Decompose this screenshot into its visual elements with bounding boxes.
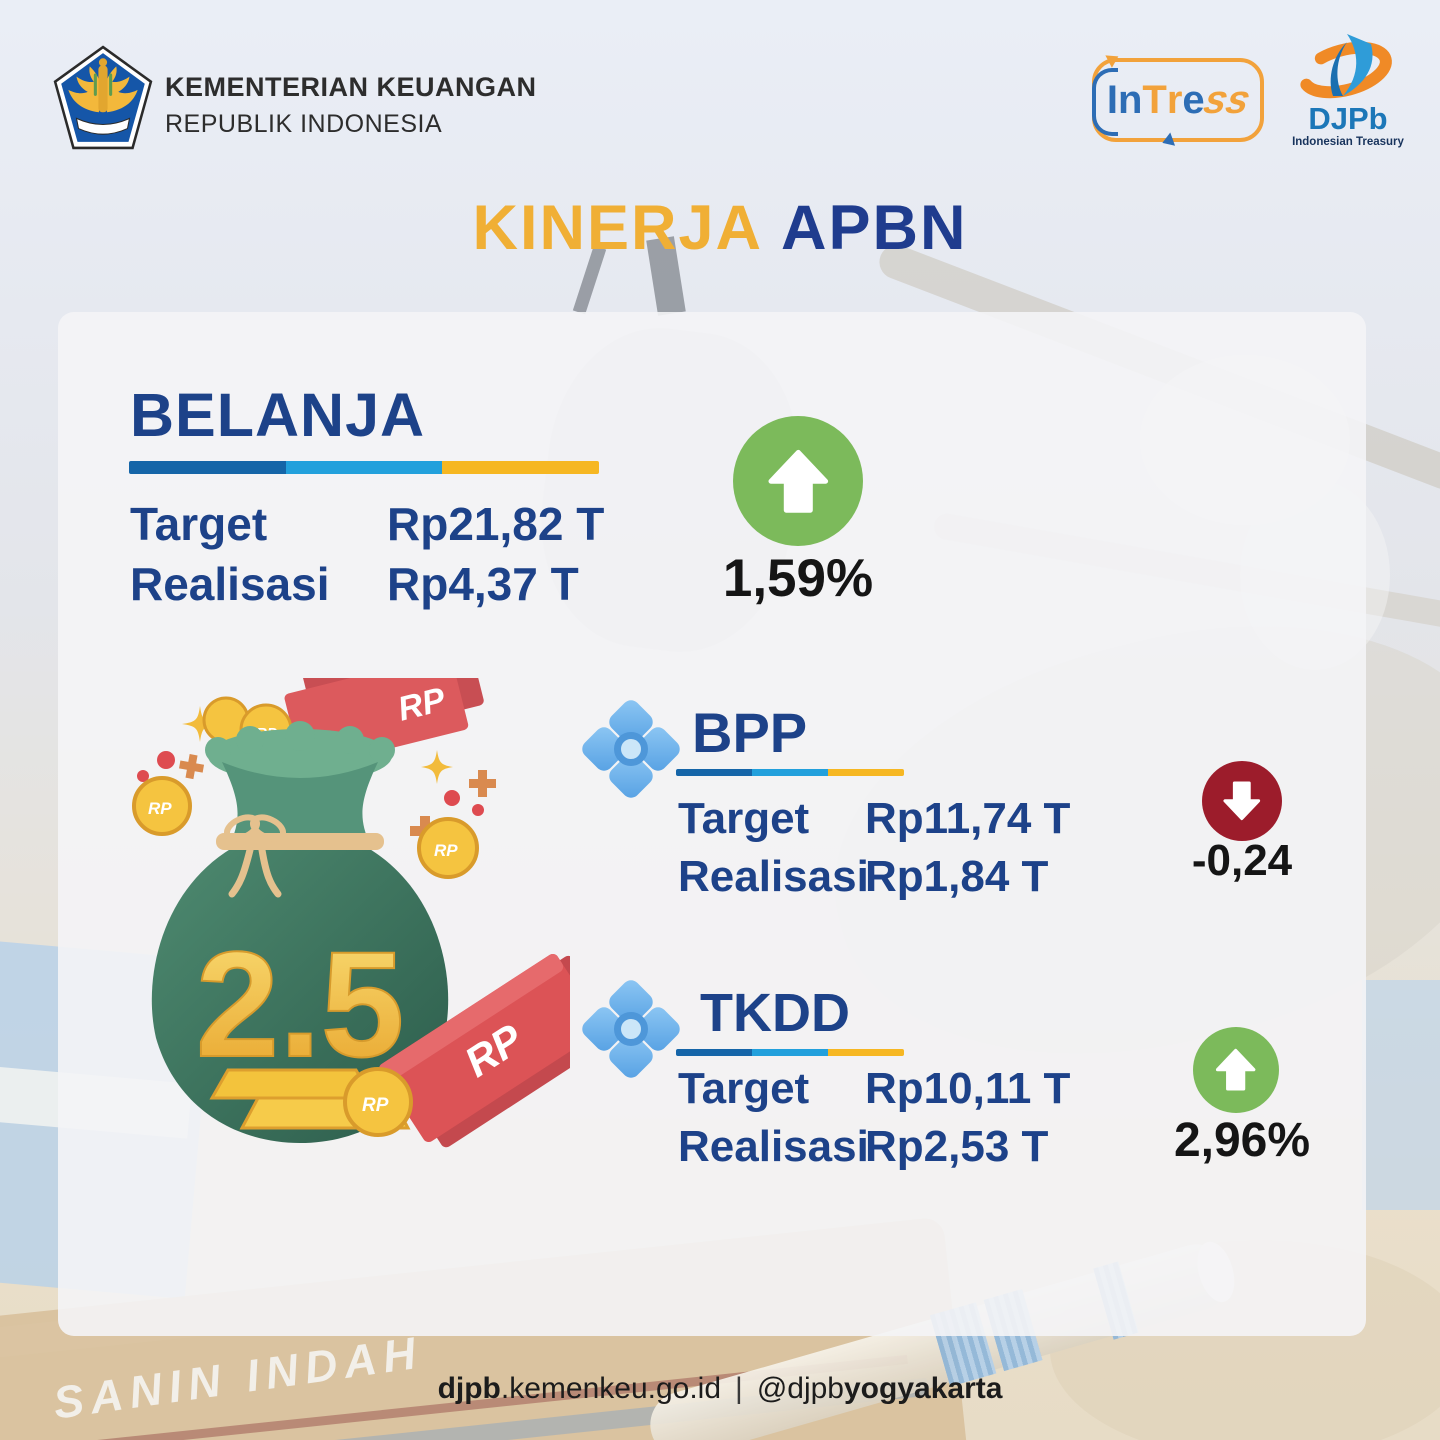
- footer-site-bold: djpb: [437, 1372, 501, 1405]
- target-value: Rp10,11 T: [865, 1064, 1071, 1113]
- bpp-underline: [676, 769, 904, 776]
- bpp-diamond-icon: [578, 696, 684, 802]
- tkdd-heading: TKDD: [700, 983, 850, 1043]
- intress-letter: I: [1106, 78, 1118, 122]
- footer-site-rest: .kemenkeu.go.id: [500, 1372, 722, 1405]
- intress-logo: I n T r e s s: [1092, 50, 1264, 150]
- kemenkeu-logo: [53, 45, 153, 150]
- ministry-country: REPUBLIK INDONESIA: [165, 110, 443, 138]
- title-kinerja: KINERJA: [472, 193, 764, 263]
- page-title: KINERJA APBN: [0, 192, 1440, 264]
- intress-arrow-icon: [1105, 50, 1122, 68]
- belanja-target-row: Target Rp21,82 T: [130, 496, 604, 552]
- footer-handle-bold: yogyakarta: [844, 1372, 1003, 1405]
- tkdd-target-row: Target Rp10,11 T: [678, 1062, 1070, 1116]
- target-value: Rp21,82 T: [387, 498, 605, 550]
- belanja-heading: BELANJA: [130, 381, 426, 449]
- footer-separator: |: [735, 1372, 743, 1405]
- bg-blue-right: [1362, 980, 1440, 1210]
- target-value: Rp11,74 T: [865, 794, 1071, 843]
- tkdd-growth-percent: 2,96%: [1173, 1114, 1311, 1167]
- money-bag-illustration: RP RP 2.5 RP: [132, 678, 570, 1148]
- intress-letter: e: [1182, 78, 1205, 122]
- ministry-name: KEMENTERIAN KEUANGAN: [165, 72, 537, 102]
- bpp-realisasi-row: Realisasi Rp1,84 T: [678, 850, 1048, 904]
- intress-arrow-icon: [1159, 132, 1176, 150]
- djpb-logo: DJPb Indonesian Treasury: [1292, 34, 1405, 148]
- realisasi-label: Realisasi: [130, 558, 330, 610]
- up-arrow-icon: [733, 416, 863, 546]
- belanja-growth-percent: 1,59%: [722, 549, 874, 608]
- target-label: Target: [130, 498, 268, 550]
- bpp-target-row: Target Rp11,74 T: [678, 792, 1070, 846]
- bag-amount: 2.5: [196, 920, 405, 1088]
- bpp-heading: BPP: [692, 701, 808, 764]
- coin-label: RP: [434, 841, 458, 860]
- belanja-realisasi-row: Realisasi Rp4,37 T: [130, 556, 579, 612]
- up-arrow-icon: [1193, 1027, 1279, 1113]
- footer-handle-prefix: @djpb: [756, 1372, 844, 1405]
- intress-letter: n: [1117, 78, 1143, 122]
- realisasi-value: Rp2,53 T: [865, 1122, 1049, 1171]
- target-label: Target: [678, 1064, 810, 1113]
- belanja-underline: [129, 461, 599, 474]
- coin-label: RP: [362, 1095, 389, 1116]
- realisasi-value: Rp1,84 T: [865, 852, 1049, 901]
- down-arrow-icon: [1202, 761, 1282, 841]
- target-label: Target: [678, 794, 810, 843]
- intress-letter: T: [1142, 78, 1167, 122]
- title-apbn: APBN: [781, 193, 968, 263]
- coin-label: RP: [148, 799, 172, 818]
- djpb-acronym: DJPb: [1308, 101, 1387, 136]
- realisasi-value: Rp4,37 T: [387, 558, 579, 610]
- footer: djpb.kemenkeu.go.id | @djpbyogyakarta: [0, 1372, 1440, 1406]
- realisasi-label: Realisasi: [678, 1122, 869, 1171]
- realisasi-label: Realisasi: [678, 852, 869, 901]
- intress-letter: r: [1166, 78, 1183, 122]
- bpp-change-value: -0,24: [1191, 836, 1293, 885]
- tkdd-diamond-icon: [578, 976, 684, 1082]
- tkdd-underline: [676, 1049, 904, 1056]
- intress-blue-arc: [1092, 68, 1118, 136]
- tkdd-realisasi-row: Realisasi Rp2,53 T: [678, 1120, 1048, 1174]
- djpb-tagline: Indonesian Treasury: [1292, 136, 1404, 148]
